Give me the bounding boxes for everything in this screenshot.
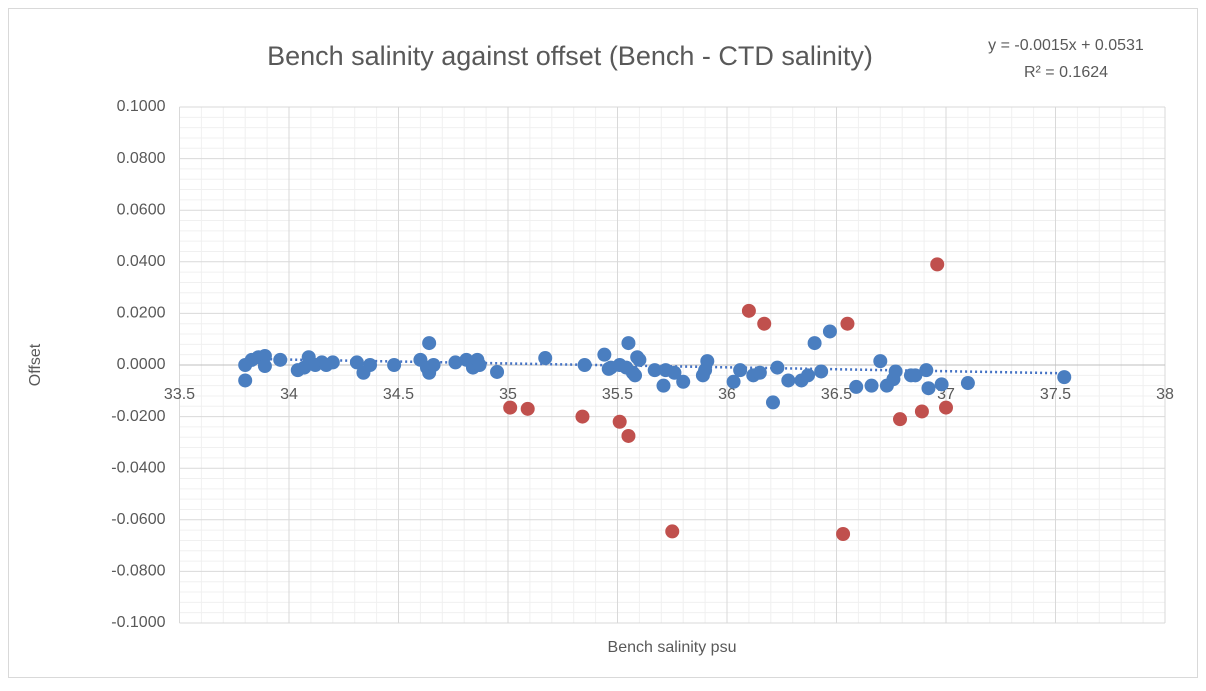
y-tick-label: -0.0400 bbox=[111, 459, 165, 476]
point bbox=[807, 336, 822, 351]
plot bbox=[238, 257, 1072, 541]
point bbox=[349, 355, 364, 370]
y-tick-label: 0.0400 bbox=[117, 253, 166, 270]
point bbox=[873, 354, 888, 369]
point bbox=[575, 409, 590, 424]
y-tick-label: -0.1000 bbox=[111, 614, 165, 631]
point bbox=[422, 336, 437, 351]
point bbox=[741, 303, 756, 318]
x-tick-label: 36.5 bbox=[821, 386, 852, 403]
point bbox=[864, 378, 879, 393]
point bbox=[888, 364, 903, 379]
y-tick-label: -0.0600 bbox=[111, 511, 165, 528]
point bbox=[628, 368, 643, 383]
point bbox=[676, 374, 691, 389]
point bbox=[257, 359, 272, 374]
point bbox=[921, 381, 936, 396]
point bbox=[520, 401, 535, 416]
point bbox=[726, 374, 741, 389]
x-tick-label: 36 bbox=[718, 386, 736, 403]
point bbox=[930, 257, 945, 272]
y-tick-label: 0.0600 bbox=[117, 201, 166, 218]
point bbox=[960, 376, 975, 391]
point bbox=[363, 358, 378, 372]
x-tick-label: 37.5 bbox=[1040, 386, 1071, 403]
y-tick-label: -0.0200 bbox=[111, 408, 165, 425]
point bbox=[752, 365, 767, 380]
point bbox=[765, 395, 780, 410]
point bbox=[621, 336, 636, 351]
point bbox=[632, 352, 647, 367]
trendline bbox=[245, 357, 1065, 375]
point bbox=[822, 324, 837, 339]
y-axis-title: Offset bbox=[27, 343, 44, 386]
x-tick-label: 34.5 bbox=[383, 386, 414, 403]
point bbox=[939, 400, 953, 415]
point bbox=[325, 355, 340, 370]
y-tick-label: 0.1000 bbox=[117, 98, 166, 115]
trendline-r2: R² = 0.1624 bbox=[1024, 64, 1108, 81]
x-tick-label: 33.5 bbox=[164, 386, 195, 403]
point bbox=[908, 368, 923, 383]
y-tick-label: 0.0800 bbox=[117, 150, 166, 167]
point bbox=[757, 316, 772, 331]
point bbox=[597, 347, 612, 362]
trendline-equation: y = -0.0015x + 0.0531 bbox=[988, 37, 1144, 54]
y-tick-label: -0.0800 bbox=[111, 563, 165, 580]
point bbox=[273, 352, 288, 367]
point bbox=[934, 377, 949, 392]
point bbox=[1057, 370, 1072, 385]
point bbox=[836, 526, 851, 541]
grid: -0.1000 -0.0800 -0.0600 -0.0400 -0.0200 0.000… bbox=[111, 98, 1174, 631]
point bbox=[238, 373, 253, 388]
point bbox=[387, 358, 402, 372]
x-tick-label: 38 bbox=[1156, 386, 1174, 403]
point bbox=[257, 348, 272, 363]
point bbox=[814, 364, 829, 379]
point bbox=[612, 414, 627, 429]
point bbox=[426, 358, 441, 372]
point bbox=[490, 364, 505, 379]
point bbox=[893, 412, 908, 427]
x-tick-label: 35 bbox=[499, 386, 517, 403]
point bbox=[667, 365, 682, 380]
point bbox=[801, 368, 816, 383]
point bbox=[656, 378, 671, 393]
chart-frame bbox=[8, 8, 1198, 678]
point bbox=[781, 373, 796, 388]
y-tick-label: 0.0200 bbox=[117, 305, 166, 322]
y-tick-label: 0.0000 bbox=[117, 356, 166, 373]
point bbox=[700, 354, 715, 369]
point bbox=[472, 358, 487, 372]
point bbox=[647, 363, 662, 378]
x-tick-label: 34 bbox=[280, 386, 298, 403]
point bbox=[849, 379, 864, 394]
point bbox=[770, 360, 785, 375]
point bbox=[914, 404, 929, 419]
point bbox=[840, 316, 855, 331]
point bbox=[577, 358, 592, 372]
point bbox=[621, 428, 636, 443]
x-tick-label: 35.5 bbox=[602, 386, 633, 403]
point bbox=[503, 400, 518, 415]
point bbox=[448, 355, 463, 370]
point bbox=[538, 351, 553, 366]
point bbox=[919, 363, 934, 378]
point bbox=[733, 363, 748, 378]
x-axis-title: Bench salinity psu bbox=[608, 639, 737, 656]
chart-title: Bench salinity against offset (Bench - C… bbox=[267, 41, 873, 71]
point bbox=[665, 524, 680, 539]
